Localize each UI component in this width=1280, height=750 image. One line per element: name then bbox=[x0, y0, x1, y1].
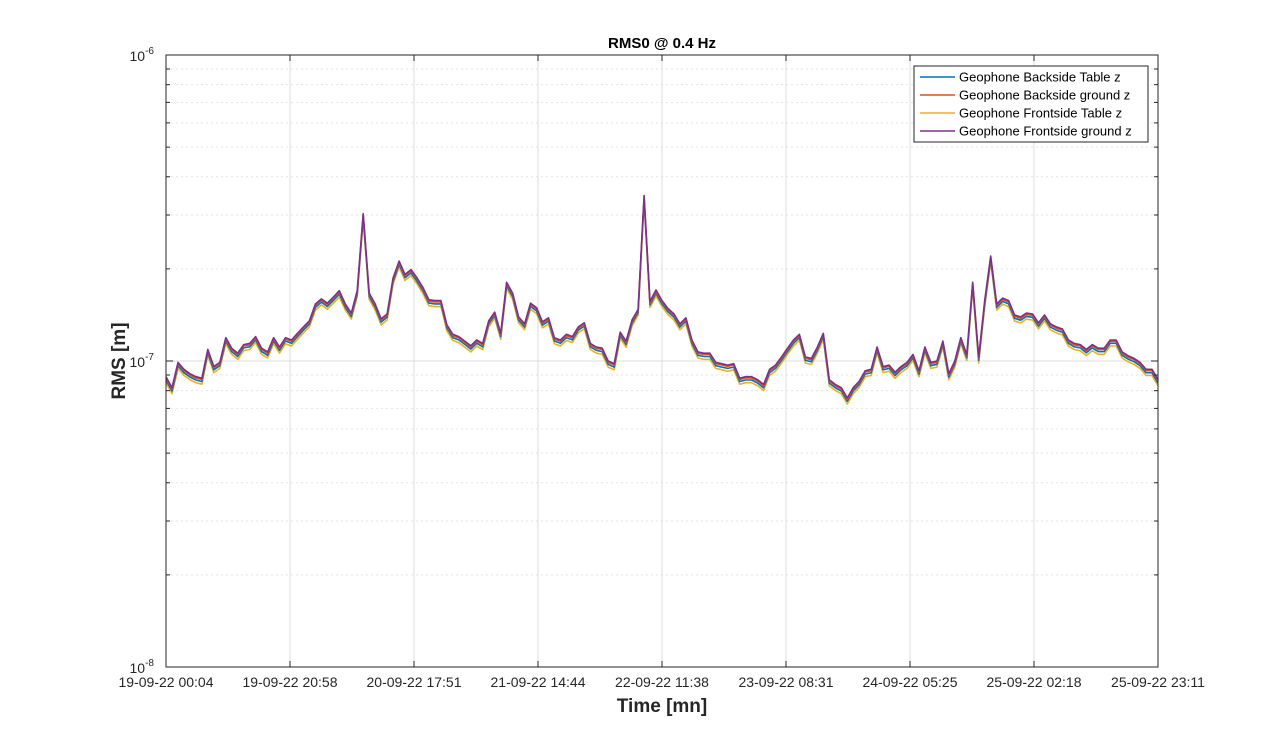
y-tick-label: 10-8 bbox=[130, 658, 155, 676]
x-tick-label: 25-09-22 02:18 bbox=[987, 674, 1082, 690]
x-tick-label: 24-09-22 05:25 bbox=[863, 674, 958, 690]
x-tick-label: 22-09-22 11:38 bbox=[615, 674, 709, 690]
x-tick-label: 25-09-22 23:11 bbox=[1111, 674, 1205, 690]
legend-items: Geophone Backside Table z Geophone Backsi… bbox=[920, 70, 1132, 139]
legend-label: Geophone Frontside Table z bbox=[959, 106, 1122, 121]
legend-label: Geophone Frontside ground z bbox=[959, 124, 1132, 139]
x-tick-label: 21-09-22 14:44 bbox=[491, 674, 586, 690]
legend-label: Geophone Backside ground z bbox=[959, 88, 1130, 103]
y-axis-label: RMS [m] bbox=[109, 322, 130, 399]
x-tick-label: 20-09-22 17:51 bbox=[367, 674, 462, 690]
x-tick-label: 19-09-22 20:58 bbox=[243, 674, 338, 690]
chart-title: RMS0 @ 0.4 Hz bbox=[608, 35, 716, 52]
y-tick-label: 10-7 bbox=[130, 352, 155, 370]
plot-area bbox=[165, 54, 1159, 668]
legend-box bbox=[913, 65, 1149, 143]
legend-label: Geophone Backside Table z bbox=[959, 70, 1121, 85]
x-tick-labels: 19-09-22 00:04 19-09-22 20:58 20-09-22 17:… bbox=[119, 674, 1206, 690]
x-tick-label: 19-09-22 00:04 bbox=[119, 674, 214, 690]
x-axis-label: Time [mn] bbox=[617, 696, 707, 717]
x-tick-label: 23-09-22 08:31 bbox=[739, 674, 834, 690]
y-tick-labels: 10-6 10-7 10-8 bbox=[130, 46, 155, 676]
y-tick-label: 10-6 bbox=[130, 46, 155, 64]
legend: Geophone Backside Table z Geophone Backsi… bbox=[913, 65, 1149, 143]
series-layer bbox=[165, 194, 1159, 405]
series-line bbox=[165, 194, 1159, 399]
tick-layer bbox=[165, 54, 1159, 668]
